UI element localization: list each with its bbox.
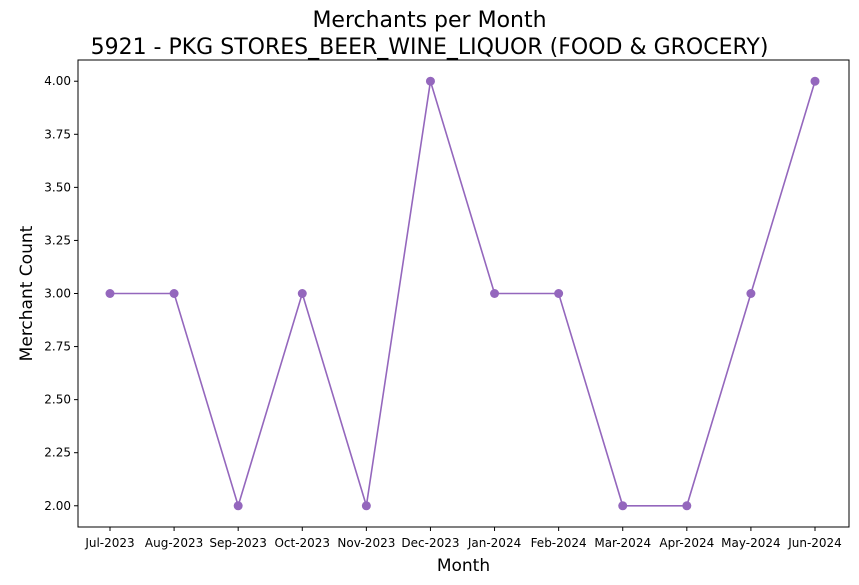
x-tick-label: Oct-2023 [274,536,330,550]
y-tick-label: 3.75 [44,127,71,141]
y-tick-label: 3.25 [44,233,71,247]
y-axis: 2.00 2.25 2.50 2.75 3.00 3.25 3.50 3.75 4.00 [44,74,78,513]
data-point [618,501,628,511]
x-tick-label: Nov-2023 [337,536,395,550]
x-tick-label: May-2024 [721,536,780,550]
data-point [490,289,500,298]
x-tick-label: Dec-2023 [401,536,459,550]
data-point [233,501,243,511]
x-tick-label: Aug-2023 [145,536,203,550]
plot-frame [77,59,850,528]
x-tick-label: Apr-2024 [659,536,714,550]
y-tick-label: 4.00 [44,74,71,88]
y-tick-label: 3.50 [44,180,71,194]
data-point [746,289,756,298]
data-point [554,289,564,298]
y-tick-label: 2.25 [44,446,71,460]
chart-subtitle: 5921 - PKG STORES_BEER_WINE_LIQUOR (FOOD… [90,35,769,60]
series-group [105,76,820,511]
x-tick-label: Jul-2023 [84,536,134,550]
y-tick-label: 2.00 [44,499,71,513]
series-line [110,80,816,509]
x-axis: Jul-2023 Aug-2023 Sep-2023 Oct-2023 Nov-2023… [84,527,842,550]
x-tick-label: Sep-2023 [209,536,267,550]
data-point [105,289,115,298]
x-tick-label: Jun-2024 [787,536,842,550]
data-point [169,289,179,298]
y-tick-label: 2.75 [44,340,71,354]
y-axis-label: Merchant Count [17,225,37,361]
x-tick-label: Feb-2024 [531,536,587,550]
data-point [810,76,820,86]
x-tick-label: Mar-2024 [594,536,651,550]
y-tick-label: 3.00 [44,287,71,301]
x-axis-label: Month [437,556,490,576]
data-point [297,289,307,298]
data-point [361,501,371,511]
chart-title: Merchants per Month [312,8,547,33]
data-point [425,76,435,86]
x-tick-label: Jan-2024 [467,536,521,550]
y-tick-label: 2.50 [44,393,71,407]
data-point [682,501,692,511]
